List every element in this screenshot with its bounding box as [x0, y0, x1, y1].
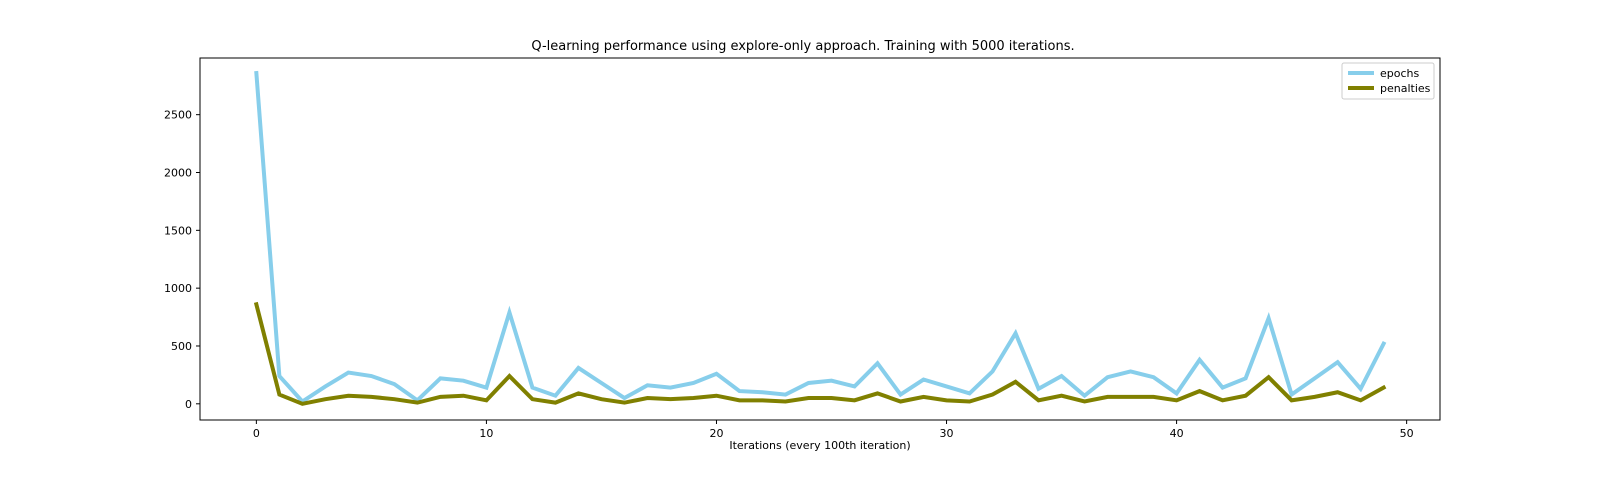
- y-tick-label: 2000: [164, 166, 192, 179]
- x-tick-label: 30: [940, 427, 954, 440]
- x-axis-label: Iterations (every 100th iteration): [729, 439, 910, 452]
- y-tick-label: 2500: [164, 109, 192, 122]
- y-axis: 0 500 1000 1500 2000 2500: [164, 109, 200, 411]
- y-tick-label: 1500: [164, 224, 192, 237]
- series-line-epochs: [254, 70, 1387, 405]
- legend-label-penalties: penalties: [1380, 82, 1431, 95]
- series-layer: [253, 70, 1387, 406]
- y-tick-label: 500: [171, 340, 192, 353]
- legend-label-epochs: epochs: [1380, 67, 1419, 80]
- series-line-penalties: [253, 301, 1387, 406]
- chart-title: Q-learning performance using explore-onl…: [531, 39, 1074, 54]
- x-tick-label: 50: [1400, 427, 1414, 440]
- plot-area: [200, 58, 1440, 420]
- legend: epochs penalties: [1341, 62, 1435, 100]
- plot-frame: [199, 57, 1441, 421]
- y-tick-label: 0: [185, 398, 192, 411]
- x-tick-label: 20: [709, 427, 723, 440]
- y-tick-label: 1000: [164, 282, 192, 295]
- x-tick-label: 10: [479, 427, 493, 440]
- x-tick-label: 40: [1170, 427, 1184, 440]
- x-axis: 0 10 20 30 40 50: [253, 420, 1414, 440]
- x-tick-label: 0: [253, 427, 260, 440]
